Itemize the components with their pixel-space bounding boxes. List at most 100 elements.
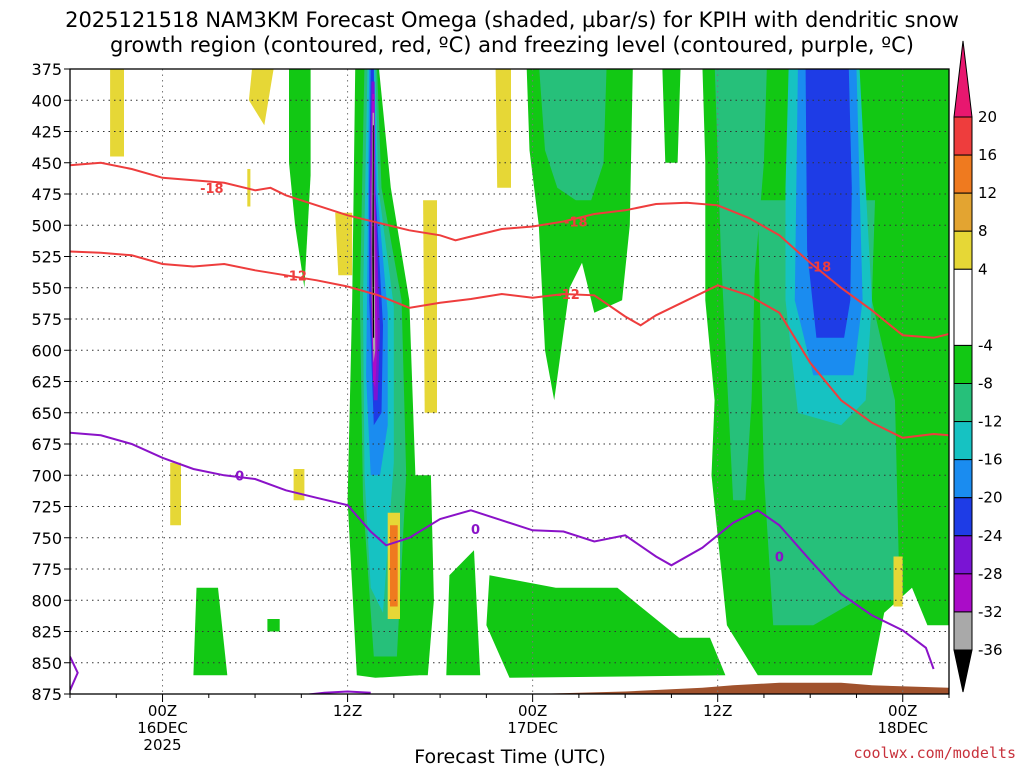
omega-region-23 bbox=[805, 69, 852, 338]
y-tick-label-850: 850 bbox=[31, 654, 62, 673]
colorbar-label-1: 16 bbox=[978, 146, 997, 164]
y-tick-label-675: 675 bbox=[31, 435, 62, 454]
contour-label-0: -18 bbox=[200, 182, 224, 197]
contour-label-3: -12 bbox=[283, 269, 307, 284]
colorbar-bin-13 bbox=[953, 611, 973, 651]
y-tick-label-775: 775 bbox=[31, 560, 62, 579]
omega-region-9 bbox=[193, 587, 228, 676]
omega-region-16 bbox=[539, 69, 607, 201]
x-tick-label-48-1: 00Z bbox=[888, 702, 917, 720]
omega-region-8 bbox=[372, 125, 375, 338]
colorbar-label-4: 4 bbox=[978, 260, 988, 278]
y-tick-label-550: 550 bbox=[31, 279, 62, 298]
contour-line--18-0 bbox=[70, 161, 949, 339]
contour-label-4: -12 bbox=[556, 288, 580, 303]
contour-lines: -18 -18 -18 -12 -12 0 0 0 bbox=[70, 161, 949, 694]
y-tick-label-825: 825 bbox=[31, 623, 62, 642]
omega-region-14 bbox=[486, 575, 726, 678]
colorbar-bin-12 bbox=[953, 573, 973, 613]
contour-label-1: -18 bbox=[564, 216, 588, 231]
omega-region-27 bbox=[495, 69, 511, 188]
chart-title-line2: growth region (contoured, red, ºC) and f… bbox=[110, 33, 914, 57]
colorbar-bin-4 bbox=[953, 230, 973, 270]
colorbar-label-13: -36 bbox=[978, 641, 1003, 659]
omega-region-13 bbox=[446, 550, 481, 676]
omega-region-12 bbox=[409, 475, 434, 676]
y-tick-label-475: 475 bbox=[31, 185, 62, 204]
colorbar-bin-3 bbox=[953, 192, 973, 232]
colorbar-bin-8 bbox=[953, 421, 973, 461]
y-tick-label-575: 575 bbox=[31, 310, 62, 329]
omega-region-17 bbox=[662, 69, 681, 163]
omega-region-19 bbox=[714, 69, 767, 501]
contour-line-segment-4 bbox=[304, 690, 371, 694]
x-tick-label-48-2: 18DEC bbox=[877, 719, 928, 737]
omega-region-24 bbox=[248, 69, 274, 126]
contour-line-segment-3 bbox=[70, 656, 79, 691]
contour-label-6: 0 bbox=[471, 523, 480, 538]
contour-line--12-1 bbox=[70, 250, 949, 439]
chart-title-line1: 2025121518 NAM3KM Forecast Omega (shaded… bbox=[65, 8, 959, 32]
omega-region-26 bbox=[423, 200, 437, 413]
omega-region-25 bbox=[335, 212, 353, 276]
colorbar-bin-0 bbox=[953, 40, 973, 118]
y-tick-label-425: 425 bbox=[31, 123, 62, 142]
colorbar: 20 16 12 8 4 -4 -8 -12 -16 -20 -24 -28 -32 -36 bbox=[953, 40, 1003, 693]
colorbar-label-8: -16 bbox=[978, 451, 1003, 469]
colorbar-bin-7 bbox=[953, 383, 973, 423]
colorbar-label-10: -24 bbox=[978, 527, 1003, 545]
omega-region-11 bbox=[289, 69, 311, 288]
colorbar-label-0: 20 bbox=[978, 108, 997, 126]
credit-text: coolwx.com/modelts bbox=[853, 744, 1016, 762]
contour-label-5: 0 bbox=[235, 469, 244, 484]
terrain bbox=[532, 682, 949, 694]
y-tick-label-450: 450 bbox=[31, 154, 62, 173]
colorbar-bin-10 bbox=[953, 497, 973, 537]
x-tick-label-0-1: 00Z bbox=[148, 702, 177, 720]
contour-label-7: 0 bbox=[775, 551, 784, 566]
y-tick-label-375: 375 bbox=[31, 60, 62, 79]
colorbar-bin-11 bbox=[953, 535, 973, 575]
omega-region-28 bbox=[247, 169, 251, 207]
y-tick-label-500: 500 bbox=[31, 216, 62, 235]
colorbar-label-3: 8 bbox=[978, 222, 988, 240]
colorbar-bin-14 bbox=[953, 649, 973, 693]
y-tick-label-650: 650 bbox=[31, 404, 62, 423]
x-axis-title: Forecast Time (UTC) bbox=[414, 746, 605, 768]
colorbar-bin-5 bbox=[953, 268, 973, 346]
y-tick-label-725: 725 bbox=[31, 498, 62, 517]
y-tick-label-625: 625 bbox=[31, 373, 62, 392]
omega-region-34 bbox=[893, 556, 903, 607]
y-tick-label-400: 400 bbox=[31, 91, 62, 110]
colorbar-bin-2 bbox=[953, 154, 973, 194]
y-tick-label-750: 750 bbox=[31, 529, 62, 548]
colorbar-label-11: -28 bbox=[978, 565, 1003, 583]
omega-region-31 bbox=[293, 469, 305, 501]
colorbar-label-5: -4 bbox=[978, 336, 993, 354]
y-tick-label-800: 800 bbox=[31, 591, 62, 610]
x-tick-label-0-2: 16DEC bbox=[137, 719, 188, 737]
colorbar-bin-9 bbox=[953, 459, 973, 499]
omega-region-30 bbox=[170, 462, 181, 526]
x-tick-label-36-1: 12Z bbox=[703, 702, 732, 720]
colorbar-bin-1 bbox=[953, 116, 973, 156]
y-tick-label-600: 600 bbox=[31, 341, 62, 360]
x-tick-label-0-3: 2025 bbox=[143, 736, 181, 754]
y-axis: 375 400 425 450 475 500 525 550 575 600 625 650 675 7… bbox=[31, 60, 70, 704]
omega-shading bbox=[110, 69, 949, 694]
omega-region-10 bbox=[267, 619, 280, 632]
x-tick-label-12-1: 12Z bbox=[333, 702, 362, 720]
contour-line-0-2 bbox=[70, 431, 935, 670]
y-tick-label-875: 875 bbox=[31, 685, 62, 704]
colorbar-label-12: -32 bbox=[978, 603, 1003, 621]
colorbar-label-6: -8 bbox=[978, 375, 993, 393]
x-tick-label-24-1: 00Z bbox=[518, 702, 547, 720]
omega-region-33 bbox=[390, 525, 398, 607]
omega-region-29 bbox=[110, 69, 124, 157]
y-tick-label-525: 525 bbox=[31, 248, 62, 267]
colorbar-label-9: -20 bbox=[978, 489, 1003, 507]
x-tick-label-24-2: 17DEC bbox=[507, 719, 558, 737]
colorbar-label-2: 12 bbox=[978, 184, 997, 202]
contour-label-2: -18 bbox=[808, 261, 832, 276]
